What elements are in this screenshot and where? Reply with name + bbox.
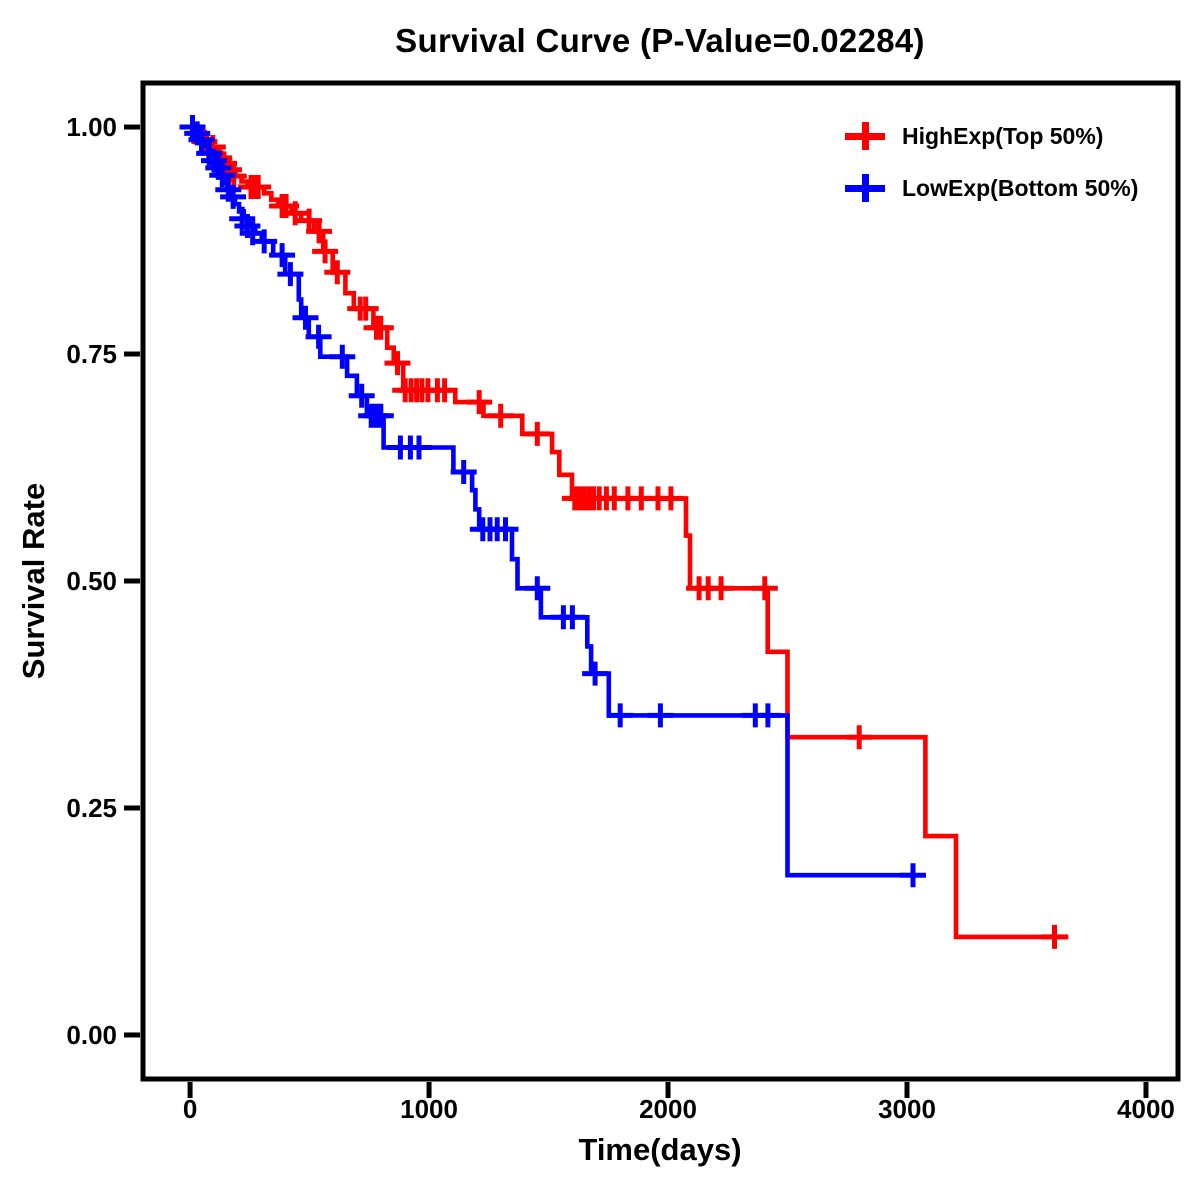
censor-mark-lowexp [647,703,674,728]
censor-mark-highexp [657,486,684,511]
censor-mark-lowexp [607,703,634,728]
legend-item-lowexp: LowExp(Bottom 50%) [844,172,1138,204]
censor-mark-highexp [751,576,778,601]
censor-mark-highexp [431,378,458,403]
x-tick-label: 1000 [400,1094,458,1124]
censor-mark-highexp [487,403,514,428]
censor-mark-lowexp [188,127,215,152]
censor-mark-lowexp [329,344,356,369]
censor-mark-lowexp [367,403,394,428]
censor-mark-lowexp [348,383,375,408]
y-tick-label: 0.25 [66,793,117,823]
censor-mark-highexp [282,201,309,226]
legend-label-lowexp: LowExp(Bottom 50%) [902,174,1139,201]
censor-mark-lowexp [450,460,477,484]
censor-mark-lowexp [277,262,304,287]
censor-mark-lowexp [305,324,332,349]
x-tick-label: 0 [183,1094,197,1124]
censor-mark-lowexp [754,703,781,728]
censor-mark-lowexp [251,229,278,254]
censor-mark-highexp [524,421,551,446]
censor-mark-lowexp [209,163,236,188]
x-tick-label: 2000 [639,1094,697,1124]
y-tick-label: 0.00 [66,1020,117,1050]
y-tick-label: 0.75 [66,339,117,369]
censor-mark-highexp [466,390,493,415]
censor-mark-highexp [708,576,735,601]
censor-mark-lowexp [220,184,247,209]
legend-item-highexp: HighExp(Top 50%) [844,120,1103,152]
censor-mark-highexp [306,219,333,244]
plot-border [140,80,1181,1082]
plus-marker-icon [844,120,886,152]
censor-mark-lowexp [524,576,551,601]
censor-mark-highexp [846,725,873,750]
censor-mark-highexp [352,296,379,321]
survival-curve-lowexp [190,124,913,878]
x-axis-title: Time(days) [578,1132,742,1167]
legend-label-highexp: HighExp(Top 50%) [902,122,1104,149]
censor-mark-lowexp [559,605,586,630]
y-tick-label: 1.00 [66,112,117,142]
survival-curve-highexp [190,124,1069,940]
censor-mark-highexp [312,239,339,264]
censor-mark-highexp [384,351,411,376]
chart-title: Survival Curve (P-Value=0.02284) [395,22,925,59]
censor-mark-lowexp [492,517,519,542]
censor-mark-highexp [324,260,351,285]
censor-mark-lowexp [406,435,432,460]
x-tick-label: 3000 [878,1094,936,1124]
censor-mark-lowexp [269,243,296,268]
y-tick-label: 0.50 [66,566,117,596]
censor-mark-highexp [1041,924,1068,949]
plus-marker-icon [844,172,886,204]
censor-mark-lowexp [900,863,926,888]
censor-mark-lowexp [292,305,319,330]
censor-mark-highexp [245,175,272,199]
x-tick-label: 4000 [1117,1094,1175,1124]
censor-mark-lowexp [582,661,609,686]
censor-mark-highexp [367,315,394,340]
